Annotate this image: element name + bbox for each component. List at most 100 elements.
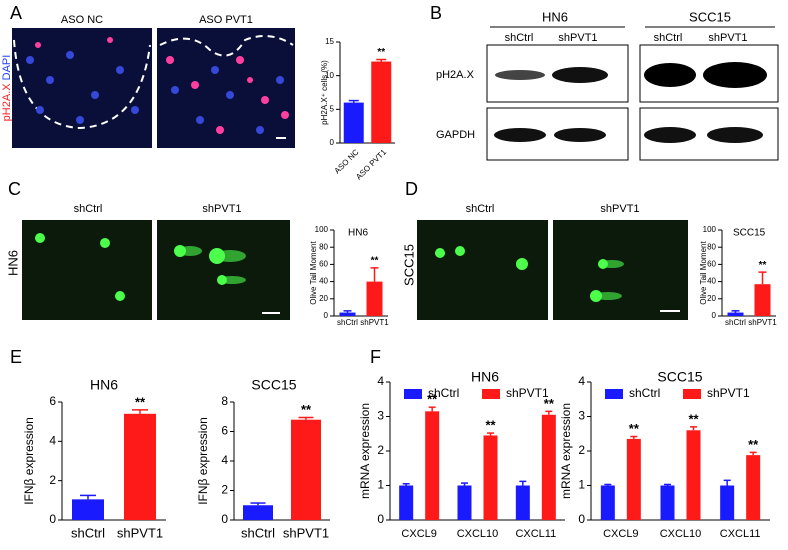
- y-tick-label: 3: [377, 409, 384, 423]
- panel-letter: C: [8, 179, 21, 199]
- micrograph: [157, 28, 295, 148]
- x-tick-label: CXCL11: [720, 528, 761, 540]
- bar: [686, 430, 701, 520]
- y-tick-label: 6: [49, 394, 56, 408]
- y-tick-label: 15: [325, 37, 334, 46]
- group-label: shPVT1: [558, 32, 597, 44]
- bands: [494, 62, 767, 143]
- y-tick-label: 0: [578, 512, 585, 526]
- y-tick-label: 2: [221, 483, 228, 497]
- group-label: shCtrl: [654, 32, 683, 44]
- chart-title: SCC15: [251, 377, 296, 393]
- y-tick-label: 2: [578, 443, 585, 457]
- chart-title: HN6: [348, 228, 368, 239]
- y-tick-label: 80: [319, 242, 328, 251]
- bar: [243, 505, 273, 520]
- y-tick-label: 100: [703, 225, 717, 234]
- x-tick-label: CXCL10: [660, 528, 702, 540]
- cell-line: HN6: [542, 9, 568, 24]
- nuclei: [26, 51, 284, 134]
- significance: **: [544, 396, 555, 411]
- scale-bar: [276, 137, 286, 139]
- x-tick-label: ASO PVT1: [354, 147, 388, 181]
- bar: [515, 485, 530, 520]
- y-axis-label: pH2A.X⁺ cells (%): [320, 60, 329, 125]
- panel-letter: D: [405, 179, 418, 199]
- chart-title: HN6: [471, 369, 499, 385]
- bar: [425, 411, 440, 520]
- bar: [720, 485, 735, 520]
- panel-letter: B: [430, 3, 442, 23]
- significance: **: [629, 421, 640, 436]
- x-tick-label: shPVT1: [283, 525, 329, 540]
- bar: [541, 414, 556, 520]
- significance: **: [748, 437, 759, 452]
- y-axis-label: IFNβ expression: [22, 417, 36, 505]
- bar: [746, 455, 761, 520]
- comet-image: [417, 220, 548, 320]
- bar: [339, 312, 356, 316]
- panel-letter: F: [370, 347, 381, 367]
- x-tick-label: shCtrl: [725, 318, 746, 327]
- y-tick-label: 0: [330, 138, 335, 147]
- x-tick-label: shPVT1: [360, 318, 389, 327]
- x-tick-label: shCtrl: [71, 525, 105, 540]
- y-tick-label: 100: [315, 225, 329, 234]
- image-label: shCtrl: [466, 203, 495, 215]
- x-tick-label: shPVT1: [748, 318, 777, 327]
- image-label: shPVT1: [600, 203, 639, 215]
- y-axis-label: Olive Tail Moment: [309, 241, 318, 305]
- chart-title: SCC15: [733, 228, 766, 239]
- bar: [291, 419, 321, 520]
- row-label: pH2A.X: [436, 69, 475, 81]
- bar: [626, 438, 641, 520]
- y-tick-label: 4: [578, 374, 585, 388]
- scale-bar: [262, 312, 280, 314]
- x-tick-label: shCtrl: [241, 525, 275, 540]
- y-tick-label: 60: [319, 260, 328, 269]
- image-label: shCtrl: [74, 203, 103, 215]
- comets: [35, 233, 246, 301]
- legend-label: shPVT1: [707, 386, 750, 400]
- y-tick-label: 80: [707, 242, 716, 251]
- bar: [124, 413, 156, 520]
- comet-image: [553, 220, 688, 320]
- legend-swatch: [482, 389, 500, 399]
- y-tick-label: 2: [377, 443, 384, 457]
- y-tick-label: 4: [49, 434, 56, 448]
- bar: [366, 281, 383, 316]
- group-label: shPVT1: [708, 32, 747, 44]
- y-tick-label: 6: [221, 424, 228, 438]
- chart-title: SCC15: [657, 369, 702, 385]
- x-tick-label: CXCL9: [603, 528, 638, 540]
- bar: [727, 312, 744, 316]
- image-label: shPVT1: [202, 203, 241, 215]
- stain-red: pH2A.X: [1, 83, 13, 122]
- chart-title: HN6: [90, 377, 118, 393]
- y-tick-label: 1: [578, 478, 585, 492]
- bar: [343, 102, 364, 143]
- legend-swatch: [605, 389, 623, 399]
- significance: **: [427, 392, 438, 407]
- significance: **: [371, 255, 379, 266]
- stain-blue: DAPI: [1, 55, 13, 81]
- comet-image: [157, 220, 290, 320]
- significance: **: [688, 411, 699, 426]
- micrograph: [12, 28, 152, 148]
- legend-swatch: [683, 389, 701, 399]
- panel-letter: A: [10, 3, 22, 23]
- bar: [399, 485, 414, 520]
- row-label: GAPDH: [436, 129, 475, 141]
- image-label: ASO NC: [61, 14, 103, 26]
- significance: **: [377, 47, 385, 58]
- image-label: ASO PVT1: [199, 14, 253, 26]
- side-label: HN6: [5, 250, 20, 276]
- y-tick-label: 40: [707, 277, 716, 286]
- y-tick-label: 0: [377, 512, 384, 526]
- scale-bar: [660, 310, 680, 312]
- bar: [72, 499, 104, 520]
- y-tick-label: 4: [377, 374, 384, 388]
- y-tick-label: 8: [221, 394, 228, 408]
- side-label: SCC15: [401, 244, 416, 286]
